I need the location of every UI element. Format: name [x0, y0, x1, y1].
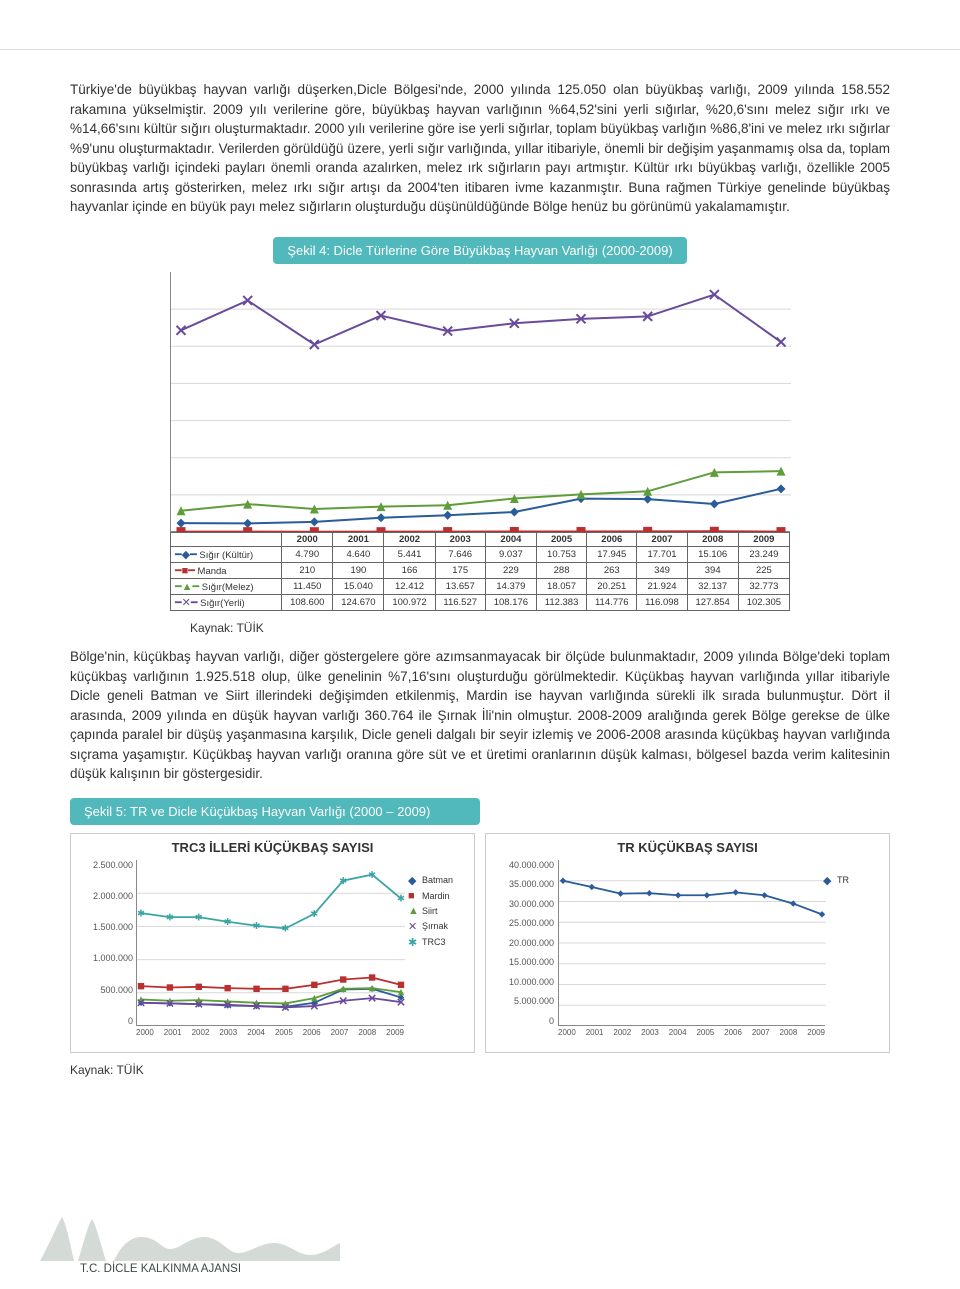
figure-5b-panel: TR KÜÇÜKBAŞ SAYISI 40.000.00035.000.0003… — [485, 833, 890, 1053]
svg-text:✱: ✱ — [281, 923, 289, 934]
figure-4-data-table: 2000200120022003200420052006200720082009… — [170, 532, 790, 611]
figure-5a-ylabels: 2.500.0002.000.0001.500.0001.000.000500.… — [75, 860, 133, 1026]
figure-5-source: Kaynak: TÜİK — [70, 1063, 890, 1077]
svg-text:✱: ✱ — [310, 909, 318, 920]
figure-5a-title: TRC3 İLLERİ KÜÇÜKBAŞ SAYISI — [77, 840, 468, 855]
figure-5b-title: TR KÜÇÜKBAŞ SAYISI — [492, 840, 883, 855]
figure-5b-ylabels: 40.000.00035.000.00030.000.00025.000.000… — [490, 860, 554, 1026]
figure-5a-legend: ◆Batman■Mardin▲Siirt✕Şırnak✱TRC3 — [408, 874, 468, 952]
footer-silhouette-icon — [40, 1213, 340, 1261]
figure-5b-chart — [558, 860, 825, 1026]
paragraph-2: Bölge'nin, küçükbaş hayvan varlığı, diğe… — [70, 647, 890, 784]
figure-5a-chart: ✱ ✱ ✱ ✱ ✱ ✱ ✱ ✱ ✱ ✱ — [136, 860, 404, 1026]
figure-5b-xlabels: 2000200120022003200420052006200720082009 — [558, 1028, 825, 1042]
figure-5a-xlabels: 2000200120022003200420052006200720082009 — [136, 1028, 404, 1042]
figure-4-chart — [170, 272, 790, 532]
svg-text:✱: ✱ — [339, 876, 347, 887]
figure-4-source: Kaynak: TÜİK — [190, 621, 890, 635]
page-content: Türkiye'de büyükbaş hayvan varlığı düşer… — [0, 50, 960, 1077]
figure-4-label: Şekil 4: Dicle Türlerine Göre Büyükbaş H… — [273, 237, 686, 264]
svg-text:✱: ✱ — [253, 921, 261, 932]
figure-5b-legend: ◆TR — [823, 874, 883, 890]
figure-4-container: Şekil 4: Dicle Türlerine Göre Büyükbaş H… — [155, 231, 805, 611]
svg-text:✱: ✱ — [224, 917, 232, 928]
svg-text:✱: ✱ — [368, 870, 376, 881]
figure-5-label: Şekil 5: TR ve Dicle Küçükbaş Hayvan Var… — [70, 798, 480, 825]
svg-text:✱: ✱ — [137, 908, 145, 919]
footer-band: T.C. DİCLE KALKINMA AJANSI — [0, 1199, 960, 1289]
svg-text:✱: ✱ — [166, 912, 174, 923]
paragraph-1: Türkiye'de büyükbaş hayvan varlığı düşer… — [70, 80, 890, 217]
footer-text: T.C. DİCLE KALKINMA AJANSI — [80, 1263, 241, 1275]
figure-5a-panel: TRC3 İLLERİ KÜÇÜKBAŞ SAYISI 2.500.0002.0… — [70, 833, 475, 1053]
header-band — [0, 0, 960, 50]
figure-5-row: TRC3 İLLERİ KÜÇÜKBAŞ SAYISI 2.500.0002.0… — [70, 833, 890, 1053]
svg-text:✱: ✱ — [397, 894, 405, 905]
svg-text:✱: ✱ — [195, 912, 203, 923]
